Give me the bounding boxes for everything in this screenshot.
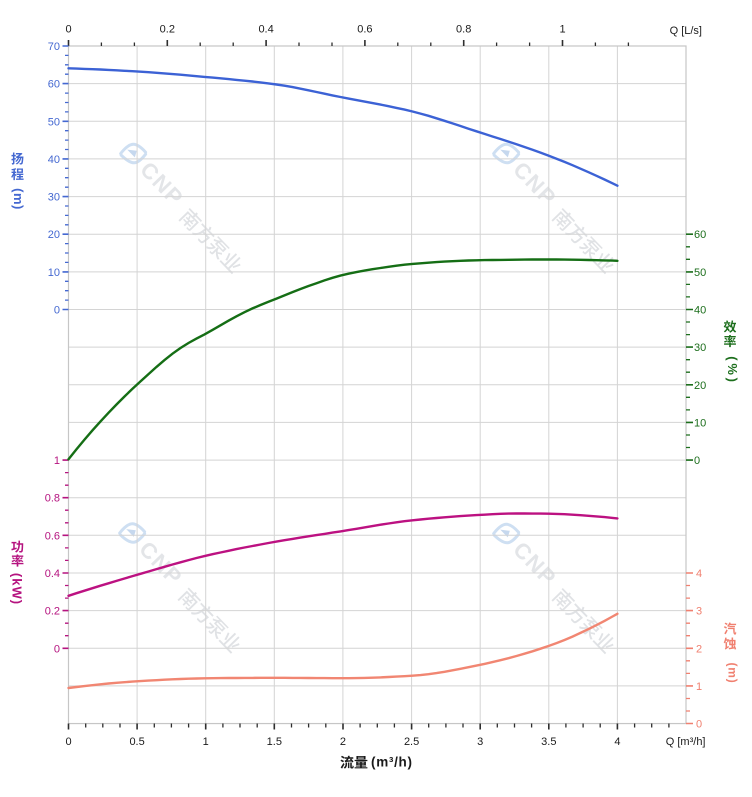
svg-text:0.8: 0.8 [456,24,471,36]
svg-text:1: 1 [696,681,702,693]
svg-text:0.2: 0.2 [160,24,175,36]
svg-text:(m): (m) [11,188,26,210]
svg-text:50: 50 [48,116,60,128]
svg-text:0.4: 0.4 [45,568,60,580]
svg-text:10: 10 [694,417,706,429]
svg-text:4: 4 [614,736,620,748]
svg-text:1: 1 [203,736,209,748]
svg-text:0: 0 [65,736,71,748]
svg-text:20: 20 [694,380,706,392]
svg-text:(m³/h): (m³/h) [371,755,413,770]
svg-text:60: 60 [48,79,60,91]
svg-text:Q [m³/h]: Q [m³/h] [666,736,706,748]
svg-text:4: 4 [696,568,702,580]
svg-text:30: 30 [48,192,60,204]
svg-text:0.5: 0.5 [129,736,144,748]
svg-text:1: 1 [54,455,60,467]
svg-text:2.5: 2.5 [404,736,419,748]
svg-text:0.6: 0.6 [357,24,372,36]
svg-text:60: 60 [694,229,706,241]
svg-text:0.4: 0.4 [258,24,273,36]
svg-text:20: 20 [48,229,60,241]
svg-text:(kW): (kW) [10,573,25,605]
svg-text:50: 50 [694,267,706,279]
svg-text:70: 70 [48,41,60,53]
svg-text:40: 40 [48,154,60,166]
svg-text:2: 2 [696,643,702,655]
svg-text:0: 0 [54,643,60,655]
svg-text:0: 0 [65,24,71,36]
svg-text:30: 30 [694,342,706,354]
svg-text:0: 0 [694,455,700,467]
svg-text:1.5: 1.5 [267,736,282,748]
svg-text:10: 10 [48,267,60,279]
svg-text:3.5: 3.5 [541,736,556,748]
svg-text:0: 0 [54,305,60,317]
svg-text:0: 0 [696,719,702,731]
svg-text:1: 1 [559,24,565,36]
svg-text:3: 3 [696,606,702,618]
svg-text:3: 3 [477,736,483,748]
svg-text:(%): (%) [725,356,740,385]
svg-text:Q [L/s]: Q [L/s] [670,25,702,37]
svg-text:0.2: 0.2 [45,606,60,618]
svg-text:0.6: 0.6 [45,530,60,542]
svg-text:0.8: 0.8 [45,493,60,505]
svg-text:40: 40 [694,305,706,317]
svg-text:2: 2 [340,736,346,748]
svg-text:(m): (m) [726,662,740,683]
